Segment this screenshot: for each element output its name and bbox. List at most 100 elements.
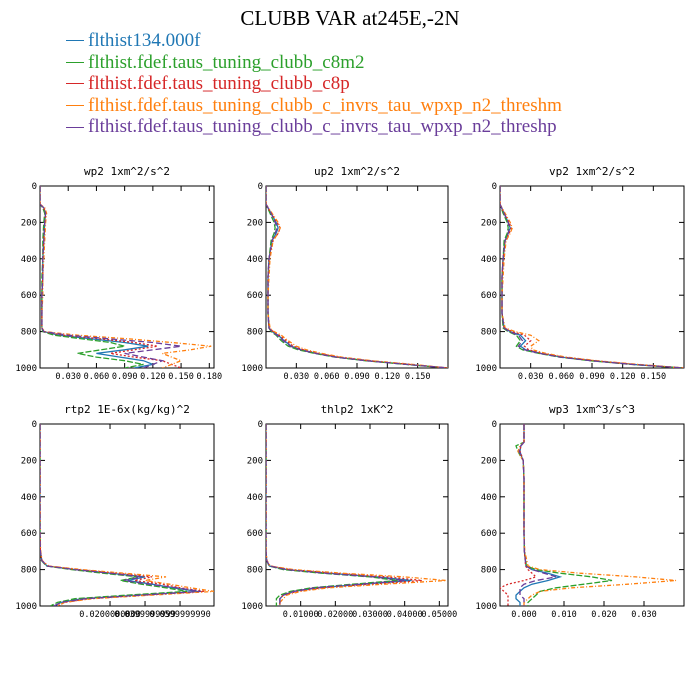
panel-title: wp2 1xm^2/s^2 [84,165,170,178]
y-tick-label: 1000 [475,364,497,374]
y-tick-label: 200 [481,456,497,466]
x-tick-label: 0.030 [55,372,81,382]
y-tick-label: 800 [21,328,37,338]
x-tick-label: 0.180 [197,372,223,382]
x-tick-label: 0.0599999990 [149,610,210,620]
legend-label: flthist134.000f [88,30,201,51]
y-tick-label: 600 [247,529,263,539]
y-tick-label: 0 [492,420,497,430]
series-line-3 [40,186,182,368]
series-line-5 [500,186,684,368]
x-tick-label: 0.150 [641,372,667,382]
y-tick-label: 400 [247,255,263,265]
y-tick-label: 600 [247,291,263,301]
x-tick-label: 0.030 [631,610,657,620]
y-tick-label: 1000 [241,364,263,374]
y-tick-label: 1000 [15,364,37,374]
legend-label: flthist.fdef.taus_tuning_clubb_c_invrs_t… [88,94,562,116]
x-tick-label: 0.010 [551,610,577,620]
series-line-4 [266,424,447,606]
x-tick-label: 0.150 [168,372,194,382]
legend-swatch [66,126,84,128]
y-tick-label: 600 [21,529,37,539]
legend-item: flthist.fdef.taus_tuning_clubb_c_invrs_t… [66,116,562,138]
y-tick-label: 800 [247,566,263,576]
y-tick-label: 400 [481,255,497,265]
chart-panel-6: wp3 1xm^3/s^3 0 200 400 600 800 1000 0.000 0.010… [475,403,685,620]
x-tick-label: 0.060 [549,372,575,382]
y-tick-label: 200 [21,456,37,466]
legend-item: flthist.fdef.taus_tuning_clubb_c_invrs_t… [66,95,562,117]
x-tick-label: 0.0200000000 [79,610,140,620]
series-line-5 [518,424,557,606]
legend-label: flthist.fdef.taus_tuning_clubb_c8p [88,73,350,95]
x-tick-label: 0.04000 [387,610,423,620]
series-line-4 [517,424,677,606]
series-line-1 [500,186,684,368]
x-tick-label: 0.150 [405,372,431,382]
plot-frame [499,185,685,369]
x-tick-label: 0.030 [518,372,544,382]
y-tick-label: 800 [247,328,263,338]
legend-swatch [66,40,84,42]
x-tick-label: 0.000 [511,610,537,620]
series-line-3 [266,424,423,606]
legend-item: flthist.fdef.taus_tuning_clubb_c8p [66,73,562,95]
series-line-1 [266,186,448,368]
x-tick-label: 0.060 [84,372,110,382]
y-tick-label: 0 [258,182,263,192]
series-line-2 [266,186,448,368]
panel-title: thlp2 1xK^2 [321,403,394,416]
series-line-5 [266,186,448,368]
y-tick-label: 0 [492,182,497,192]
panel-title: up2 1xm^2/s^2 [314,165,400,178]
chart-panel-4: rtp2 1E-6x(kg/kg)^2 0 200 400 600 800 1000 0.02… [15,403,215,620]
y-tick-label: 400 [481,493,497,503]
legend-item: flthist.fdef.taus_tuning_clubb_c8m2 [66,52,562,74]
legend-swatch [66,61,84,63]
x-tick-label: 0.090 [579,372,605,382]
panel-title: wp3 1xm^3/s^3 [549,403,635,416]
y-tick-label: 400 [247,493,263,503]
y-tick-label: 800 [21,566,37,576]
y-tick-label: 0 [32,420,37,430]
series-line-4 [500,186,684,368]
x-tick-label: 0.060 [314,372,340,382]
chart-panel-3: vp2 1xm^2/s^2 0 200 400 600 800 1000 0.030 0.060… [475,165,685,382]
legend-swatch [66,83,84,85]
chart-panel-1: wp2 1xm^2/s^2 0 200 400 600 800 1000 0.030 0.060… [15,165,222,382]
legend: flthist134.000f flthist.fdef.taus_tuning… [66,30,562,138]
x-tick-label: 0.120 [610,372,636,382]
y-tick-label: 0 [32,182,37,192]
y-tick-label: 1000 [15,602,37,612]
y-tick-label: 1000 [241,602,263,612]
chart-panel-2: up2 1xm^2/s^2 0 200 400 600 800 1000 0.030 0.060… [241,165,449,382]
figure-title: CLUBB VAR at245E,-2N [240,6,460,30]
series-line-4 [40,424,214,606]
y-tick-label: 200 [481,218,497,228]
x-tick-label: 0.05000 [421,610,457,620]
x-tick-label: 0.120 [140,372,166,382]
series-line-2 [40,424,188,606]
series-line-3 [40,424,205,606]
x-tick-label: 0.0399999999 [114,610,175,620]
y-tick-label: 0 [258,420,263,430]
x-tick-label: 0.090 [344,372,370,382]
x-tick-label: 0.120 [375,372,401,382]
y-tick-label: 200 [21,218,37,228]
series-line-2 [500,186,684,368]
series-line-5 [266,424,405,606]
y-tick-label: 600 [481,529,497,539]
series-line-5 [40,186,182,368]
x-tick-label: 0.030 [284,372,310,382]
series-line-3 [266,186,448,368]
y-tick-label: 1000 [475,602,497,612]
x-tick-label: 0.020 [591,610,617,620]
x-tick-label: 0.01000 [283,610,319,620]
series-line-3 [500,186,684,368]
legend-label: flthist.fdef.taus_tuning_clubb_c_invrs_t… [88,116,557,138]
x-tick-label: 0.03000 [352,610,388,620]
y-tick-label: 200 [247,218,263,228]
y-tick-label: 600 [21,291,37,301]
x-tick-label: 0.02000 [317,610,353,620]
